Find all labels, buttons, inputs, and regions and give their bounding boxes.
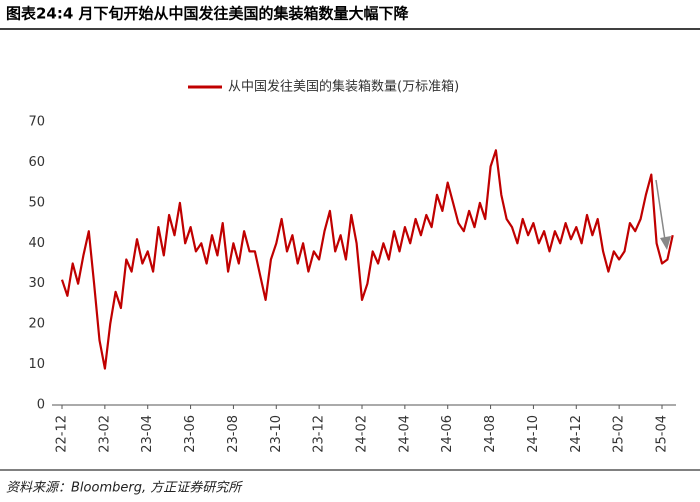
x-tick-label: 24-08 xyxy=(483,415,498,453)
x-tick-label: 23-04 xyxy=(140,415,155,453)
x-tick-label: 23-12 xyxy=(312,415,327,453)
y-tick-label: 30 xyxy=(28,276,45,291)
annotation-arrow xyxy=(655,179,666,241)
x-tick-label: 24-12 xyxy=(569,415,584,453)
y-tick-label: 60 xyxy=(28,155,45,170)
x-tick-label: 23-08 xyxy=(226,415,241,453)
y-tick-label: 10 xyxy=(28,357,45,372)
y-tick-label: 40 xyxy=(28,236,45,251)
x-tick-label: 24-10 xyxy=(526,415,541,453)
y-tick-label: 0 xyxy=(37,398,45,413)
x-tick-label: 23-10 xyxy=(269,415,284,453)
legend-label: 从中国发往美国的集装箱数量(万标准箱) xyxy=(228,79,459,95)
annotation-arrowhead xyxy=(660,236,671,250)
x-tick-label: 23-06 xyxy=(183,415,198,453)
source: 资料来源：Bloomberg, 方正证券研究所 xyxy=(6,480,243,496)
x-tick-label: 24-02 xyxy=(355,415,370,453)
x-tick-label: 22-12 xyxy=(55,415,70,453)
x-tick-label: 24-04 xyxy=(397,415,412,453)
chart-title: 图表24:4 月下旬开始从中国发往美国的集装箱数量大幅下降 xyxy=(6,5,410,23)
x-tick-label: 25-02 xyxy=(612,415,627,453)
x-tick-label: 23-02 xyxy=(97,415,112,453)
y-tick-label: 50 xyxy=(28,195,45,210)
x-tick-label: 24-06 xyxy=(440,415,455,453)
x-tick-label: 25-04 xyxy=(655,415,670,453)
series-line xyxy=(60,149,674,370)
y-tick-label: 20 xyxy=(28,317,45,332)
y-tick-label: 70 xyxy=(28,115,45,130)
